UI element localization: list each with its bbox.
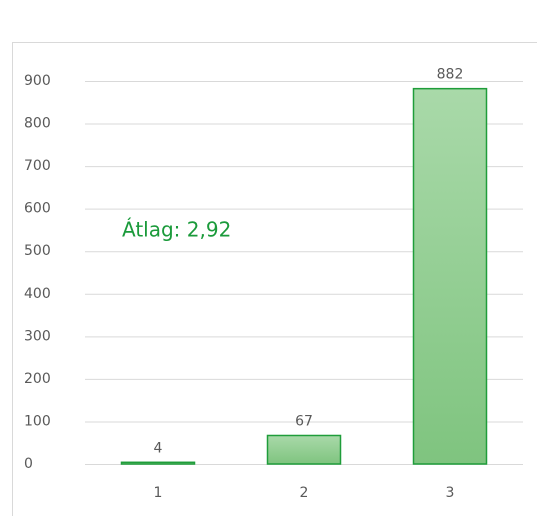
y-tick-label: 500 [24, 243, 51, 259]
x-tick-label: 3 [446, 485, 455, 501]
bar [120, 461, 196, 465]
data-label: 4 [154, 440, 163, 456]
annotation: Átlag: 2,92 [122, 218, 231, 242]
data-label: 67 [295, 413, 313, 429]
chart-border [12, 42, 537, 516]
y-tick-label: 200 [24, 371, 51, 387]
y-tick-label: 800 [24, 116, 51, 132]
x-tick-label: 1 [154, 485, 163, 501]
bar [266, 434, 342, 465]
y-tick-label: 300 [24, 328, 51, 344]
y-tick-label: 100 [24, 413, 51, 429]
y-tick-label: 600 [24, 201, 51, 217]
x-tick-label: 2 [300, 485, 309, 501]
bar [412, 87, 488, 465]
y-tick-label: 700 [24, 158, 51, 174]
data-label: 882 [437, 67, 464, 83]
y-tick-label: 0 [24, 456, 33, 472]
y-tick-label: 900 [24, 73, 51, 89]
y-tick-label: 400 [24, 286, 51, 302]
annotation-background [105, 212, 290, 250]
